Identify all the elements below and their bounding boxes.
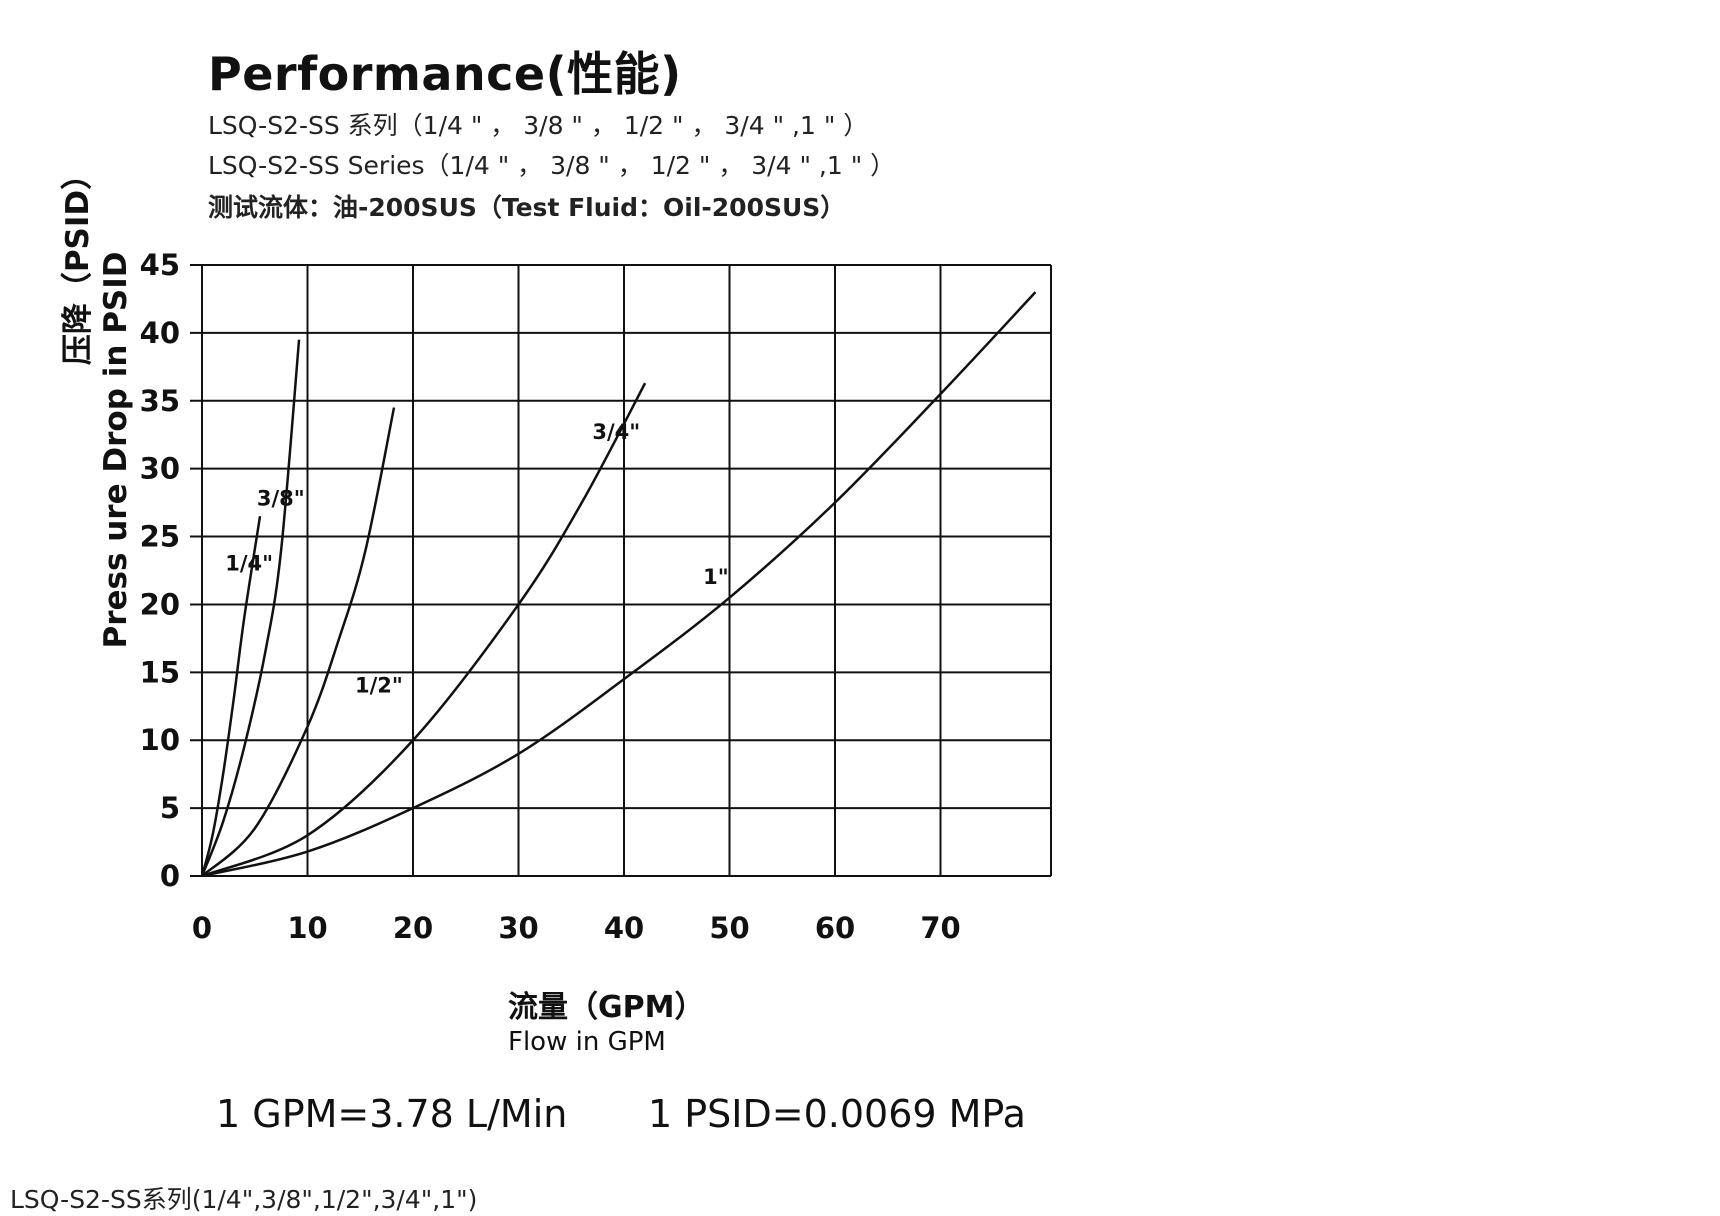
gpm-conversion: 1 GPM=3.78 L/Min bbox=[216, 1092, 568, 1136]
y-axis-title-chinese: 压降（PSID） bbox=[60, 159, 96, 365]
x-tick-label: 20 bbox=[393, 911, 433, 945]
page-title: Performance(性能) bbox=[208, 47, 682, 101]
x-tick-label: 40 bbox=[604, 911, 644, 945]
y-tick-label: 30 bbox=[140, 452, 180, 486]
y-tick-label: 45 bbox=[140, 248, 180, 282]
y-tick-label: 40 bbox=[140, 316, 180, 350]
series-line bbox=[200, 339, 301, 877]
chart-ticks: 0 10 20 30 40 50 60 70 0 5 10 15 20 25 30 35 40 45 bbox=[140, 248, 961, 945]
subtitle-chinese: LSQ-S2-SS 系列（1/4 " ， 3/8 " ， 1/2 " ， 3/4… bbox=[208, 111, 869, 140]
chart-grid bbox=[190, 264, 1052, 877]
y-tick-label: 0 bbox=[160, 859, 180, 893]
y-axis-title-english: Press ure Drop in PSID bbox=[98, 251, 134, 648]
subtitle-english: LSQ-S2-SS Series（1/4 " ， 3/8 " ， 1/2 " ，… bbox=[208, 151, 896, 180]
y-tick-label: 35 bbox=[140, 384, 180, 418]
series-label: 1/4" bbox=[225, 552, 273, 576]
chart-series bbox=[200, 291, 1037, 878]
y-tick-label: 15 bbox=[140, 655, 180, 689]
y-tick-label: 25 bbox=[140, 520, 180, 554]
series-line bbox=[201, 407, 396, 877]
psid-conversion: 1 PSID=0.0069 MPa bbox=[648, 1092, 1026, 1136]
y-axis-title: 压降（PSID） Press ure Drop in PSID bbox=[60, 159, 134, 649]
series-line bbox=[201, 291, 1037, 878]
x-axis-title-chinese: 流量（GPM） bbox=[508, 990, 705, 1025]
y-tick-label: 5 bbox=[160, 791, 180, 825]
y-tick-label: 20 bbox=[140, 587, 180, 621]
x-tick-label: 70 bbox=[920, 911, 960, 945]
series-label: 1/2" bbox=[355, 674, 403, 698]
series-line bbox=[200, 515, 262, 877]
series-label: 3/8" bbox=[257, 486, 305, 510]
x-tick-label: 50 bbox=[709, 911, 749, 945]
chart-series-labels: 1/4" 3/8" 1/2" 3/4" 1" bbox=[225, 420, 728, 698]
x-tick-label: 60 bbox=[815, 911, 855, 945]
series-label: 1" bbox=[703, 565, 729, 589]
x-axis-title-english: Flow in GPM bbox=[508, 1027, 666, 1057]
series-line bbox=[201, 382, 647, 878]
test-fluid-note: 测试流体：油-200SUS（Test Fluid：Oil-200SUS） bbox=[208, 193, 846, 222]
series-label: 3/4" bbox=[592, 420, 640, 444]
image-caption: LSQ-S2-SS系列(1/4",3/8",1/2",3/4",1") bbox=[10, 1185, 478, 1214]
x-tick-label: 0 bbox=[192, 911, 212, 945]
x-tick-label: 10 bbox=[287, 911, 327, 945]
y-tick-label: 10 bbox=[140, 723, 180, 757]
x-tick-label: 30 bbox=[498, 911, 538, 945]
